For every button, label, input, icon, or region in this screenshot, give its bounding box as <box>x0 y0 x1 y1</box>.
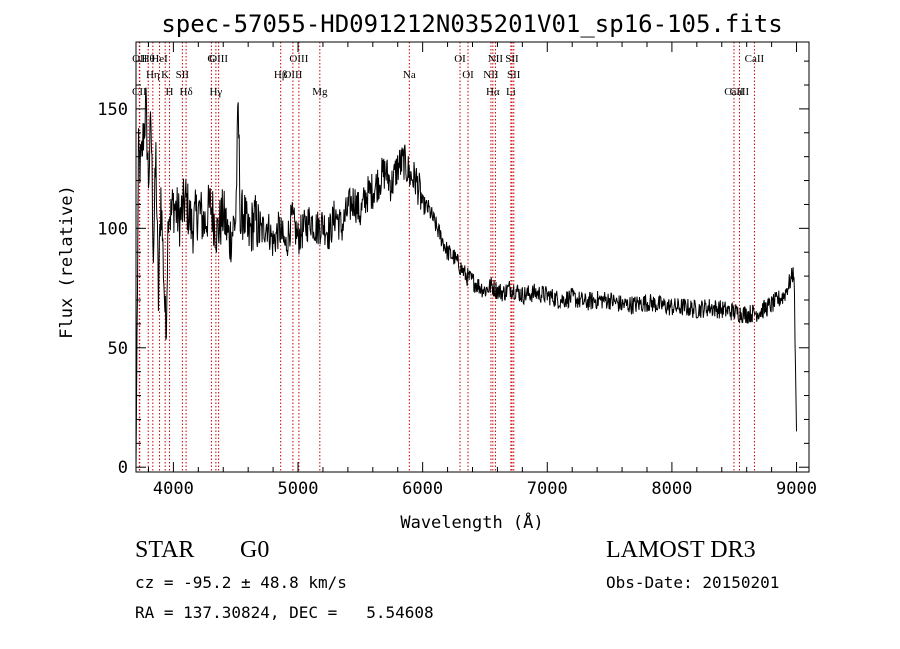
line-label-hβ: Hβ <box>274 69 288 81</box>
axis-ticks: 4000 5000 6000 7000 8000 9000 0 50 100 150 <box>97 42 817 499</box>
line-label-sii: SII <box>176 69 190 81</box>
line-label-oii: OII <box>132 53 148 65</box>
line-label-hγ: Hγ <box>209 86 222 98</box>
line-label-hη: Hη <box>146 69 160 81</box>
line-label-oiii: OIII <box>289 53 308 65</box>
line-label-hδ: Hδ <box>180 86 193 98</box>
object-subclass: G0 <box>240 537 270 563</box>
line-label-oi: OI <box>454 53 466 65</box>
x-tick-label: 4000 <box>153 479 194 499</box>
line-label-caii: CaII <box>724 86 744 98</box>
line-label-caii: CaII <box>745 53 765 65</box>
line-label-na: Na <box>403 69 416 81</box>
object-class: STAR <box>135 537 195 563</box>
line-label-hei: HeI <box>151 53 168 65</box>
line-label-h: H <box>166 86 174 98</box>
line-label-k: K <box>161 69 169 81</box>
x-tick-label: 6000 <box>402 479 443 499</box>
survey-name: LAMOST DR3 <box>606 537 756 563</box>
line-label-g: G <box>207 53 215 65</box>
line-label-sii: SII <box>507 69 521 81</box>
line-label-cii: CII <box>132 86 147 98</box>
obs-date: Obs-Date: 20150201 <box>606 573 780 592</box>
x-tick-label: 9000 <box>776 479 817 499</box>
y-tick-label: 0 <box>118 458 128 478</box>
x-tick-label: 5000 <box>278 479 319 499</box>
line-label-hθ: Hθ <box>142 53 155 65</box>
ra-dec: RA = 137.30824, DEC = 5.54608 <box>135 603 434 622</box>
line-label-nii: NII <box>483 69 499 81</box>
spectral-line-labels: Hθ K Hδ OIII OIII CII HeI SII Hγ OIII Na CaII OII Hη H… <box>132 53 764 98</box>
plot-frame <box>135 41 810 473</box>
x-tick-label: 8000 <box>651 479 692 499</box>
redshift-cz: cz = -95.2 ± 48.8 km/s <box>135 573 347 592</box>
spectrum-series <box>135 87 797 468</box>
spectral-line-markers <box>138 42 755 472</box>
y-tick-label: 100 <box>97 219 128 239</box>
y-axis-label: Flux (relative) <box>57 185 77 339</box>
line-label-oi: OI <box>462 69 474 81</box>
line-label-oiii: OIII <box>283 69 302 81</box>
line-label-li: Li <box>506 86 516 98</box>
y-tick-label: 150 <box>97 100 128 120</box>
y-tick-label: 50 <box>108 339 128 359</box>
line-label-oiii: OIII <box>209 53 228 65</box>
line-label-hα: Hα <box>486 86 500 98</box>
spectrum-line-spectrum <box>135 87 797 468</box>
line-label-mg: Mg <box>312 86 328 98</box>
chart-title: spec-57055-HD091212N035201V01_sp16-105.f… <box>161 10 782 38</box>
line-label-caii: CaII <box>730 86 750 98</box>
line-label-sii: SII <box>505 53 519 65</box>
x-axis-label: Wavelength (Å) <box>400 511 543 533</box>
x-tick-label: 7000 <box>527 479 568 499</box>
line-label-nii: NII <box>488 53 504 65</box>
